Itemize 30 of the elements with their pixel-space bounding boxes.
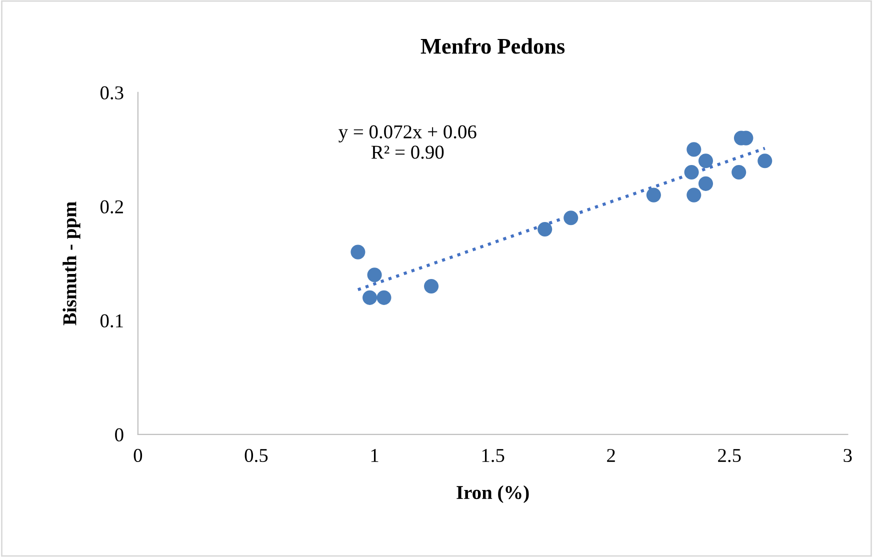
- point: [684, 164, 699, 180]
- y-tick-label: 0.1: [100, 314, 123, 328]
- x-tick-label: 1: [371, 449, 378, 462]
- point: [646, 188, 661, 202]
- point: [538, 222, 552, 237]
- point: [698, 154, 714, 168]
- y-tick-label: 0: [115, 428, 124, 442]
- point: [564, 210, 578, 226]
- x-tick-label: 3: [844, 448, 852, 462]
- y-tick-label: 0.3: [100, 86, 124, 100]
- chart-title: Menfro Pedons: [420, 38, 565, 54]
- point: [686, 142, 702, 157]
- y-axis-title: Bismuth - ppm: [62, 202, 80, 326]
- x-tick-label: 1.5: [482, 449, 504, 462]
- point: [698, 176, 714, 191]
- point: [362, 290, 378, 305]
- x-tick-label: 0.5: [244, 448, 268, 462]
- point: [367, 268, 382, 282]
- x-tick-label: 2.5: [718, 448, 741, 462]
- x-tick-label: 2: [607, 448, 615, 462]
- annotation: y = 0.072x + 0.06 R² = 0.90: [338, 125, 476, 159]
- point: [686, 188, 702, 202]
- y-tick-label: 0.2: [100, 200, 123, 214]
- point: [732, 164, 746, 180]
- point: [758, 154, 772, 168]
- x-tick-label: 0: [134, 448, 142, 462]
- point: [424, 278, 439, 294]
- x-axis-title: Iron (%): [456, 485, 529, 504]
- point: [376, 290, 392, 305]
- point: [350, 244, 366, 260]
